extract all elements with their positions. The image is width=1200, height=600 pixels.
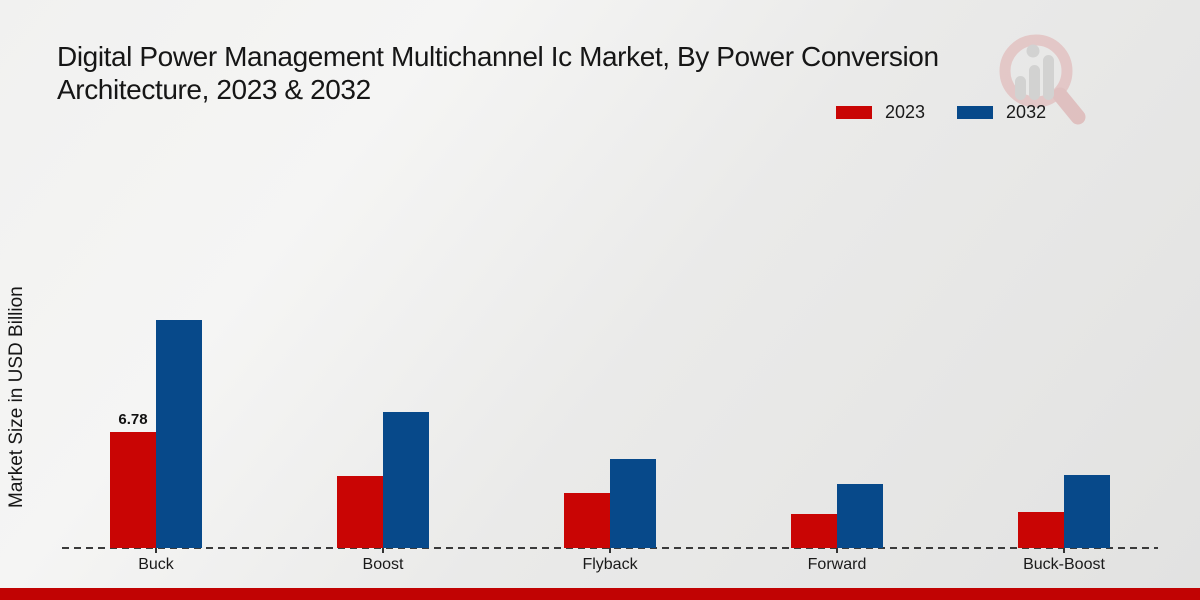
- axis-tick-flyback: [609, 548, 611, 553]
- axis-tick-forward: [836, 548, 838, 553]
- category-label-flyback: Flyback: [582, 556, 638, 573]
- legend: 2023 2032: [836, 102, 1046, 123]
- bar-forward-2032: [837, 484, 883, 548]
- legend-swatch-2023: [836, 106, 872, 119]
- bar-buck-2032: [156, 320, 202, 548]
- axis-tick-boost: [382, 548, 384, 553]
- legend-swatch-2032: [957, 106, 994, 119]
- bar-buck-2023: [110, 432, 156, 548]
- footer-accent-band: [0, 588, 1200, 600]
- axis-tick-buck-boost: [1063, 548, 1065, 553]
- category-label-buck-boost: Buck-Boost: [1023, 556, 1105, 573]
- legend-item-2032: 2032: [957, 102, 1046, 123]
- bar-boost-2032: [383, 411, 429, 548]
- axis-tick-buck: [155, 548, 157, 553]
- bar-buck-boost-2023: [1018, 512, 1064, 548]
- chart-title: Digital Power Management Multichannel Ic…: [57, 40, 1147, 106]
- category-label-boost: Boost: [362, 556, 404, 573]
- bar-flyback-2023: [564, 493, 610, 548]
- category-label-forward: Forward: [807, 556, 867, 573]
- bar-forward-2023: [791, 513, 837, 548]
- legend-label-2023: 2023: [885, 102, 926, 122]
- data-label-buck-2023: 6.78: [118, 411, 148, 429]
- chart-title-line2: Architecture, 2023 & 2032: [57, 74, 371, 105]
- legend-label-2032: 2032: [1006, 102, 1047, 122]
- category-label-buck: Buck: [138, 556, 174, 573]
- market-research-watermark-icon: [999, 34, 1086, 125]
- legend-item-2023: 2023: [836, 102, 925, 123]
- bar-boost-2023: [337, 476, 383, 548]
- chart-title-line1: Digital Power Management Multichannel Ic…: [57, 41, 939, 72]
- bar-flyback-2032: [610, 459, 656, 548]
- bar-buck-boost-2032: [1064, 474, 1110, 548]
